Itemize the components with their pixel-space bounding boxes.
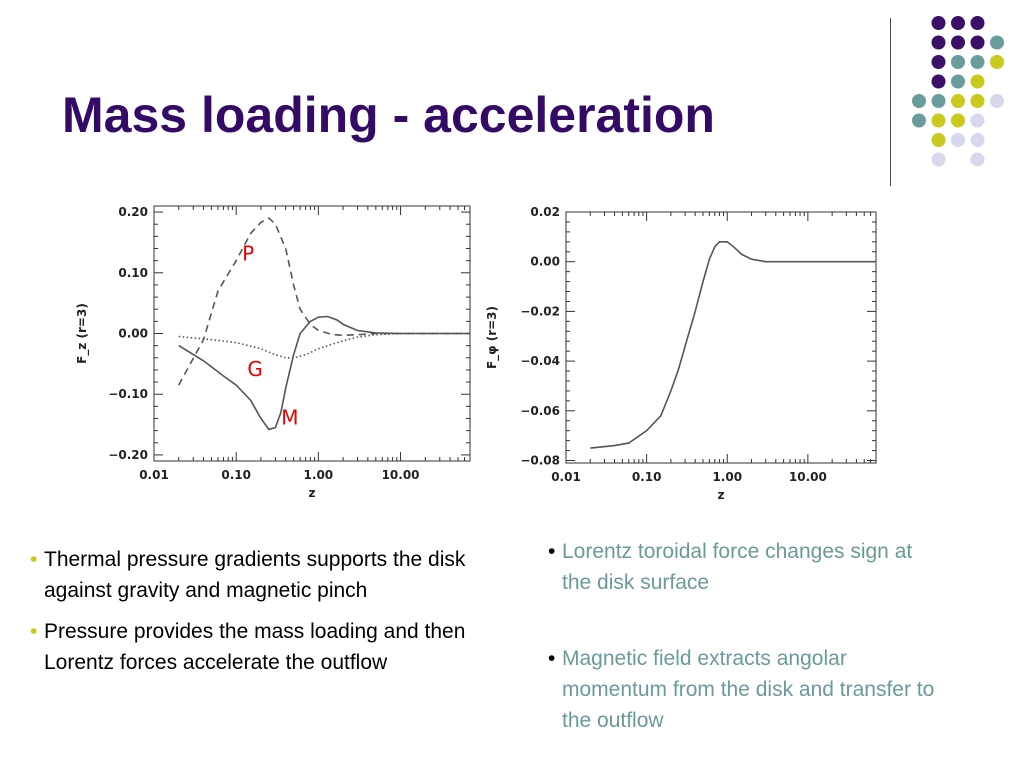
x-axis-label: z [718, 488, 725, 502]
dot [931, 113, 946, 128]
series-line-0 [590, 240, 876, 449]
dot [951, 133, 965, 147]
title-divider [890, 18, 891, 186]
y-tick-label: 0.00 [118, 327, 148, 341]
x-tick-label: 0.01 [139, 468, 169, 482]
bullet-icon: • [548, 647, 556, 670]
x-tick-label: 10.00 [789, 470, 827, 484]
dot [912, 94, 926, 108]
x-tick-label: 10.00 [382, 468, 420, 482]
list-item: • Magnetic field extracts angolar momentu… [540, 643, 940, 736]
bullet-text: Thermal pressure gradients supports the … [44, 548, 466, 602]
curve-label-m: M [281, 406, 298, 430]
left-bullet-list: • Thermal pressure gradients supports the… [22, 544, 492, 688]
dot [970, 55, 985, 69]
bullet-text: Lorentz toroidal force changes sign at t… [562, 540, 913, 594]
bullet-text: Magnetic field extracts angolar momentum… [562, 647, 935, 732]
x-tick-label: 0.10 [632, 470, 662, 484]
y-tick-label: −0.08 [520, 454, 560, 468]
y-tick-label: −0.10 [108, 387, 148, 401]
y-axis-label: F_z (r=3) [75, 303, 90, 364]
dot [990, 94, 1004, 108]
dot [970, 94, 985, 108]
dot [931, 133, 946, 147]
dot [931, 152, 946, 167]
dot [951, 16, 965, 30]
curve-label-g: G [247, 357, 263, 381]
curve-label-p: P [242, 242, 254, 266]
y-tick-label: 0.10 [118, 266, 148, 280]
dot [931, 16, 946, 30]
list-item: • Lorentz toroidal force changes sign at … [540, 536, 940, 598]
y-tick-label: −0.06 [520, 404, 560, 418]
dot [990, 55, 1004, 69]
x-tick-label: 1.00 [712, 470, 742, 484]
plot-frame [565, 211, 877, 464]
y-axis-label: F_φ (r=3) [485, 306, 500, 369]
y-tick-label: 0.00 [530, 255, 560, 269]
x-tick-label: 0.10 [221, 468, 251, 482]
fphi-chart: 0.01 0.10 1.00 10.00 −0.08 −0.06 −0.04 −0.02 0.0… [485, 205, 877, 502]
y-tick-label: −0.04 [520, 354, 560, 368]
bullet-text: Pressure provides the mass loading and t… [44, 620, 466, 674]
x-axis-label: z [309, 486, 316, 500]
dot [912, 113, 926, 128]
dot [931, 74, 946, 89]
dot [951, 74, 965, 89]
dot [951, 113, 965, 128]
series-line-g [178, 332, 470, 359]
list-item: • Thermal pressure gradients supports the… [22, 544, 492, 606]
dot [970, 133, 985, 147]
y-tick-label: 0.02 [530, 205, 560, 219]
right-bullet-list: • Lorentz toroidal force changes sign at … [540, 536, 940, 781]
dot [970, 16, 985, 30]
dot [951, 35, 965, 50]
page-title: Mass loading - acceleration [62, 87, 715, 143]
dot [970, 113, 985, 128]
list-item: • Pressure provides the mass loading and … [22, 616, 492, 678]
x-tick-label: 1.00 [304, 468, 334, 482]
bullet-icon: • [30, 620, 38, 643]
y-tick-label: −0.20 [108, 448, 148, 462]
dot [931, 94, 946, 108]
dot [990, 35, 1004, 50]
x-tick-label: 0.01 [551, 470, 581, 484]
dot [931, 55, 946, 69]
dot [951, 55, 965, 69]
y-tick-label: −0.02 [520, 304, 560, 318]
dot [951, 94, 965, 108]
dot [970, 152, 985, 167]
y-tick-label: 0.20 [118, 205, 148, 219]
decorative-dot-grid [912, 16, 1004, 167]
dot [970, 35, 985, 50]
series-line-m [178, 315, 470, 431]
bullet-icon: • [30, 548, 38, 571]
dot [970, 74, 985, 89]
fz-chart: 0.01 0.10 1.00 10.00 −0.20 −0.10 0.00 0.10 0.20 z… [75, 205, 471, 500]
dot [931, 35, 946, 50]
bullet-icon: • [548, 540, 556, 563]
series-line-p [177, 217, 470, 386]
